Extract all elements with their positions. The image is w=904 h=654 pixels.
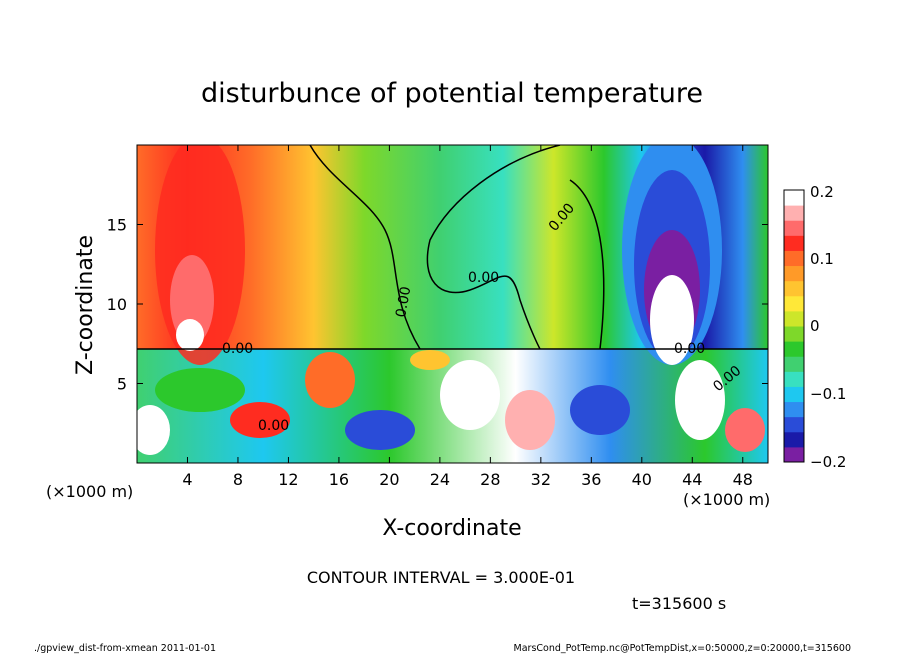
x-tick-label: 4: [182, 470, 192, 489]
x-tick-label: 44: [682, 470, 702, 489]
contour-label: 0.00: [393, 285, 414, 318]
contour-interval-text: CONTOUR INTERVAL = 3.000E-01: [307, 568, 575, 587]
heatmap-field: [137, 145, 768, 463]
colorbar-swatch: [784, 220, 804, 236]
colorbar-swatch: [784, 371, 804, 387]
contour-lines: [137, 145, 768, 350]
colorbar-swatch: [784, 386, 804, 403]
y-axis-label: Z-coordinate: [73, 235, 98, 375]
y-tick-label: 10: [107, 295, 127, 314]
colorbar-swatch: [784, 190, 804, 206]
footer-right: MarsCond_PotTemp.nc@PotTempDist,x=0:5000…: [514, 643, 851, 654]
footer-left: ./gpview_dist-from-xmean 2011-01-01: [34, 643, 216, 654]
y-tick-label: 15: [107, 216, 127, 235]
turbulent-layer: [137, 350, 765, 455]
x-tick-label: 32: [531, 470, 551, 489]
colorbar-swatch: [784, 205, 804, 221]
contour-label: 0.00: [258, 418, 289, 434]
colorbar-swatch: [784, 416, 804, 433]
contour-label: 0.00: [674, 341, 705, 357]
colorbar-label: 0.2: [810, 183, 834, 201]
x-tick-label: 12: [278, 470, 298, 489]
x-tick-label: 24: [430, 470, 450, 489]
colorbar-label: 0: [810, 317, 820, 335]
x-tick-label: 20: [379, 470, 399, 489]
colorbar-swatch: [784, 446, 804, 463]
colorbar-swatch: [784, 341, 804, 357]
x-unit-left: (×1000 m): [46, 482, 133, 501]
x-axis-label: X-coordinate: [382, 516, 521, 541]
x-tick-label: 8: [233, 470, 243, 489]
colorbar-swatch: [784, 295, 804, 312]
colorbar-swatch: [784, 356, 804, 372]
time-text: t=315600 s: [632, 594, 726, 613]
x-unit-right: (×1000 m): [683, 490, 770, 509]
x-tick-label: 28: [480, 470, 500, 489]
colorbar-label: 0.1: [810, 250, 834, 268]
warm-center: [176, 319, 204, 351]
contour-label: 0.00: [468, 270, 499, 286]
x-tick-label: 36: [581, 470, 601, 489]
cold-center: [650, 275, 694, 365]
colorbar-swatch: [784, 235, 804, 251]
warm-core: [170, 255, 214, 345]
x-tick-label: 40: [632, 470, 652, 489]
colorbar-labels: 0.2 0.1 0 −0.1 −0.2: [810, 183, 846, 471]
colorbar-swatch: [784, 310, 804, 327]
colorbar-swatch: [784, 280, 804, 297]
y-tick-label: 5: [117, 375, 127, 394]
y-axis: 5 10 15: [107, 216, 768, 394]
colorbar-swatch: [784, 431, 804, 448]
colorbar-frame: [783, 189, 805, 463]
chart-title: disturbunce of potential temperature: [201, 78, 703, 109]
colorbar-swatch: [784, 401, 804, 418]
colorbar-swatch: [784, 265, 804, 282]
colorbar-label: −0.1: [810, 385, 846, 403]
colorbar-swatch: [784, 326, 804, 342]
colorbar-label: −0.2: [810, 453, 846, 471]
contour-label: 0.00: [222, 341, 253, 357]
colorbar-swatch: [784, 250, 804, 267]
x-axis: 4 8 12 16 20 24 28 32 36 40 44 48: [182, 145, 753, 489]
colorbar: [784, 190, 804, 463]
x-tick-label: 16: [329, 470, 349, 489]
x-tick-label: 48: [733, 470, 753, 489]
